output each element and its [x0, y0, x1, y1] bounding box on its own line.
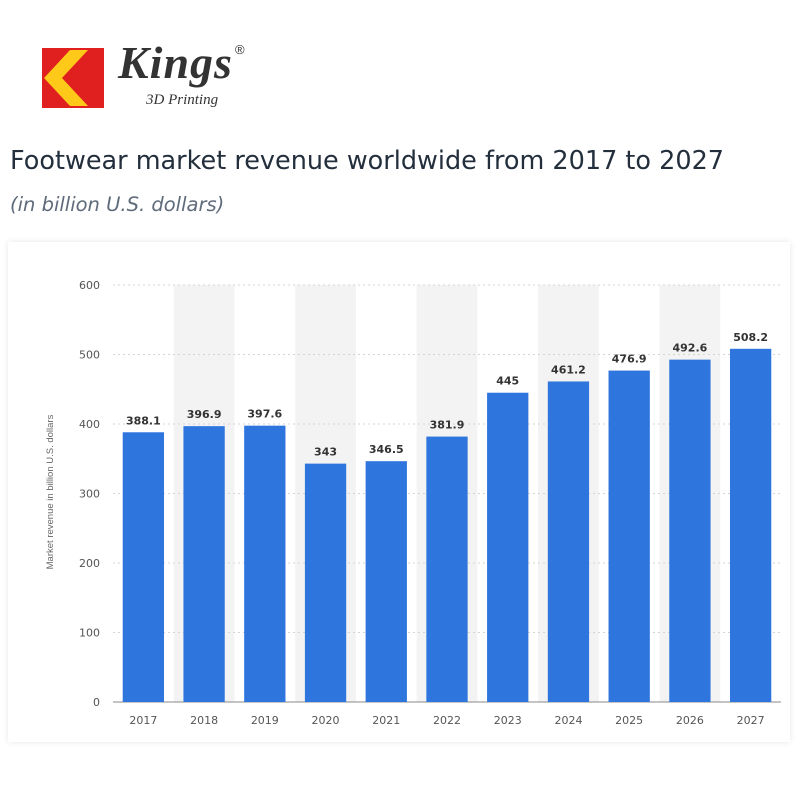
- data-label-2018: 396.9: [187, 408, 222, 421]
- brand-tagline: 3D Printing: [146, 92, 219, 108]
- x-tick-label-2020: 2020: [312, 714, 340, 727]
- x-axis-ticks: 2017 2018 2019 2020 2021 2022 2023 2024 2025 2026…: [129, 714, 764, 727]
- data-label-2019: 397.6: [247, 408, 282, 421]
- x-tick-label-2024: 2024: [554, 714, 582, 727]
- bar-2021: [365, 461, 407, 702]
- x-tick-label-2021: 2021: [372, 714, 400, 727]
- brand-name: Kings: [118, 37, 233, 88]
- y-tick-label: 500: [79, 349, 100, 362]
- logo-yellow-chevron: [44, 50, 88, 106]
- x-tick-label-2019: 2019: [251, 714, 279, 727]
- data-label-2025: 476.9: [612, 353, 647, 366]
- chart-panel: 388.1 396.9 397.6 343 346.5 381.9 445 461.2 476.…: [8, 242, 790, 742]
- x-tick-label-2027: 2027: [737, 714, 765, 727]
- x-tick-label-2026: 2026: [676, 714, 704, 727]
- data-label-2022: 381.9: [430, 419, 465, 432]
- bar-2027: [729, 348, 772, 702]
- bar-2026: [669, 359, 711, 702]
- y-tick-label: 0: [93, 696, 100, 709]
- bar-2020: [304, 463, 347, 702]
- x-tick-label-2018: 2018: [190, 714, 218, 727]
- data-label-2026: 492.6: [673, 342, 708, 355]
- bar-2017: [122, 432, 165, 702]
- data-label-2020: 343: [314, 446, 337, 459]
- data-label-2017: 388.1: [126, 414, 161, 427]
- y-tick-label: 300: [79, 488, 100, 501]
- bars: [122, 348, 772, 702]
- x-tick-label-2025: 2025: [615, 714, 643, 727]
- bar-2024: [547, 381, 590, 702]
- y-axis-ticks: 0 100 200 300 400 500 600: [79, 279, 100, 709]
- y-tick-label: 400: [79, 418, 100, 431]
- bar-2025: [608, 370, 650, 702]
- y-axis-label: Market revenue in billion U.S. dollars: [45, 414, 56, 569]
- bar-2022: [426, 436, 468, 702]
- y-tick-label: 200: [79, 557, 100, 570]
- y-tick-label: 100: [79, 627, 100, 640]
- data-labels: 388.1 396.9 397.6 343 346.5 381.9 445 461.2 476.…: [126, 331, 768, 459]
- bar-2023: [487, 392, 529, 702]
- data-label-2021: 346.5: [369, 443, 404, 456]
- bar-2019: [244, 425, 286, 702]
- data-label-2027: 508.2: [733, 331, 768, 344]
- x-tick-label-2023: 2023: [494, 714, 522, 727]
- chart-subtitle: (in billion U.S. dollars): [10, 193, 225, 216]
- bar-chart: 388.1 396.9 397.6 343 346.5 381.9 445 461.2 476.…: [45, 279, 781, 727]
- chart-title: Footwear market revenue worldwide from 2…: [10, 146, 725, 176]
- data-label-2023: 445: [496, 375, 519, 388]
- y-tick-label: 600: [79, 279, 100, 292]
- kings-logo-icon: [42, 48, 104, 108]
- registered-mark: ®: [235, 42, 245, 57]
- x-tick-label-2017: 2017: [129, 714, 157, 727]
- data-label-2024: 461.2: [551, 363, 586, 376]
- bar-2018: [183, 426, 225, 702]
- x-tick-label-2022: 2022: [433, 714, 461, 727]
